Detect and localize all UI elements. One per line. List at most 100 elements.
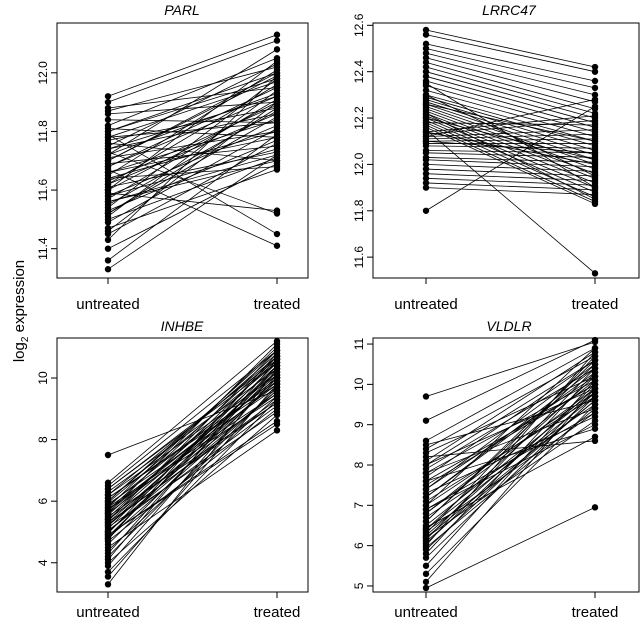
pair-line	[425, 113, 596, 200]
point-untreated	[422, 63, 430, 71]
pair-line	[425, 400, 596, 446]
point-untreated	[104, 573, 112, 580]
pair-line	[107, 134, 278, 235]
point-treated	[273, 405, 281, 413]
pair-line	[107, 101, 278, 232]
point-untreated	[422, 554, 430, 561]
point-untreated	[104, 175, 112, 182]
pair-line	[107, 131, 278, 179]
pair-line	[425, 408, 596, 548]
point-treated	[591, 270, 599, 277]
point-untreated	[422, 584, 430, 592]
pair-line	[425, 52, 596, 96]
pair-line	[425, 96, 596, 147]
point-treated	[273, 119, 281, 126]
pair-line	[425, 339, 596, 422]
y-tick-label: 7	[352, 502, 366, 509]
y-axis-label-base: log	[11, 342, 28, 362]
pair-line	[107, 95, 278, 167]
panel-parl: PARL untreated treated 11.4 11.6 11.8 12.0	[36, 2, 309, 313]
y-tick-label: 10	[36, 371, 50, 385]
pair-line	[425, 182, 596, 191]
point-untreated	[104, 163, 112, 170]
plot-frame	[372, 22, 640, 279]
pair-line	[107, 40, 278, 103]
pair-line	[425, 80, 596, 128]
y-axis: 11.4 11.6 11.8 12.0	[36, 61, 278, 284]
point-untreated	[104, 134, 112, 141]
pair-line	[107, 380, 278, 527]
pair-line	[107, 101, 278, 115]
panel-vldlr: VLDLR untreated treated 5 6 7 8 9 10 11	[352, 318, 640, 621]
pair-line	[425, 416, 596, 494]
point-treated	[591, 172, 599, 180]
pair-line	[425, 34, 596, 73]
pair-line	[107, 402, 278, 524]
point-treated	[273, 110, 281, 118]
point-untreated	[422, 87, 430, 94]
point-treated	[273, 128, 281, 135]
point-untreated	[422, 133, 430, 140]
y-tick-label: 12.0	[352, 152, 366, 176]
pair-line	[425, 396, 596, 530]
pair-line	[425, 126, 596, 205]
point-untreated	[422, 156, 430, 163]
point-treated	[591, 195, 599, 203]
pair-line	[107, 350, 278, 522]
pair-line	[107, 408, 278, 542]
pair-line	[107, 122, 278, 138]
point-treated	[273, 207, 281, 214]
pair-line	[107, 75, 278, 241]
point-untreated	[422, 54, 430, 61]
point-untreated	[104, 245, 112, 252]
pair-line	[425, 106, 596, 212]
point-untreated	[422, 91, 430, 99]
point-untreated	[422, 510, 430, 517]
pair-line	[425, 355, 596, 450]
pair-line	[107, 107, 278, 214]
point-treated	[273, 31, 281, 38]
pair-line	[425, 404, 596, 575]
point-untreated	[422, 534, 430, 541]
point-untreated	[422, 128, 430, 136]
point-treated	[273, 399, 281, 406]
point-untreated	[104, 186, 112, 194]
pair-line	[425, 43, 596, 82]
point-treated	[591, 161, 599, 168]
point-untreated	[422, 59, 430, 66]
point-untreated	[422, 184, 430, 191]
y-tick-label: 12.0	[36, 61, 50, 85]
point-untreated	[104, 534, 112, 542]
panel-title: VLDLR	[486, 318, 531, 334]
point-treated	[273, 380, 281, 388]
pair-line	[425, 371, 596, 498]
pair-line	[107, 346, 278, 508]
pair-line	[107, 389, 278, 456]
y-axis-label-subscript: 2	[20, 336, 31, 342]
point-untreated	[104, 157, 112, 164]
panel-inhbe: INHBE untreated treated 4 6 8 10	[36, 318, 309, 621]
pair-line	[425, 392, 596, 526]
point-untreated	[104, 519, 112, 526]
x-tick-label-untreated: untreated	[394, 604, 457, 621]
pair-line	[425, 89, 596, 137]
pair-line	[425, 506, 596, 589]
pair-line	[107, 383, 278, 577]
pair-line	[425, 122, 596, 126]
pair-line	[107, 66, 278, 112]
pair-line	[425, 412, 596, 510]
pair-line	[425, 119, 596, 135]
data-points	[422, 26, 599, 277]
point-untreated	[422, 469, 430, 477]
pair-line	[107, 423, 278, 536]
pair-line	[107, 163, 278, 250]
pair-line	[425, 351, 596, 462]
pair-line	[425, 375, 596, 454]
point-treated	[273, 353, 281, 360]
point-treated	[591, 184, 599, 191]
point-treated	[591, 103, 599, 110]
point-untreated	[104, 581, 112, 588]
pair-line	[107, 78, 278, 208]
pair-line	[107, 84, 278, 185]
pair-line	[107, 87, 278, 167]
